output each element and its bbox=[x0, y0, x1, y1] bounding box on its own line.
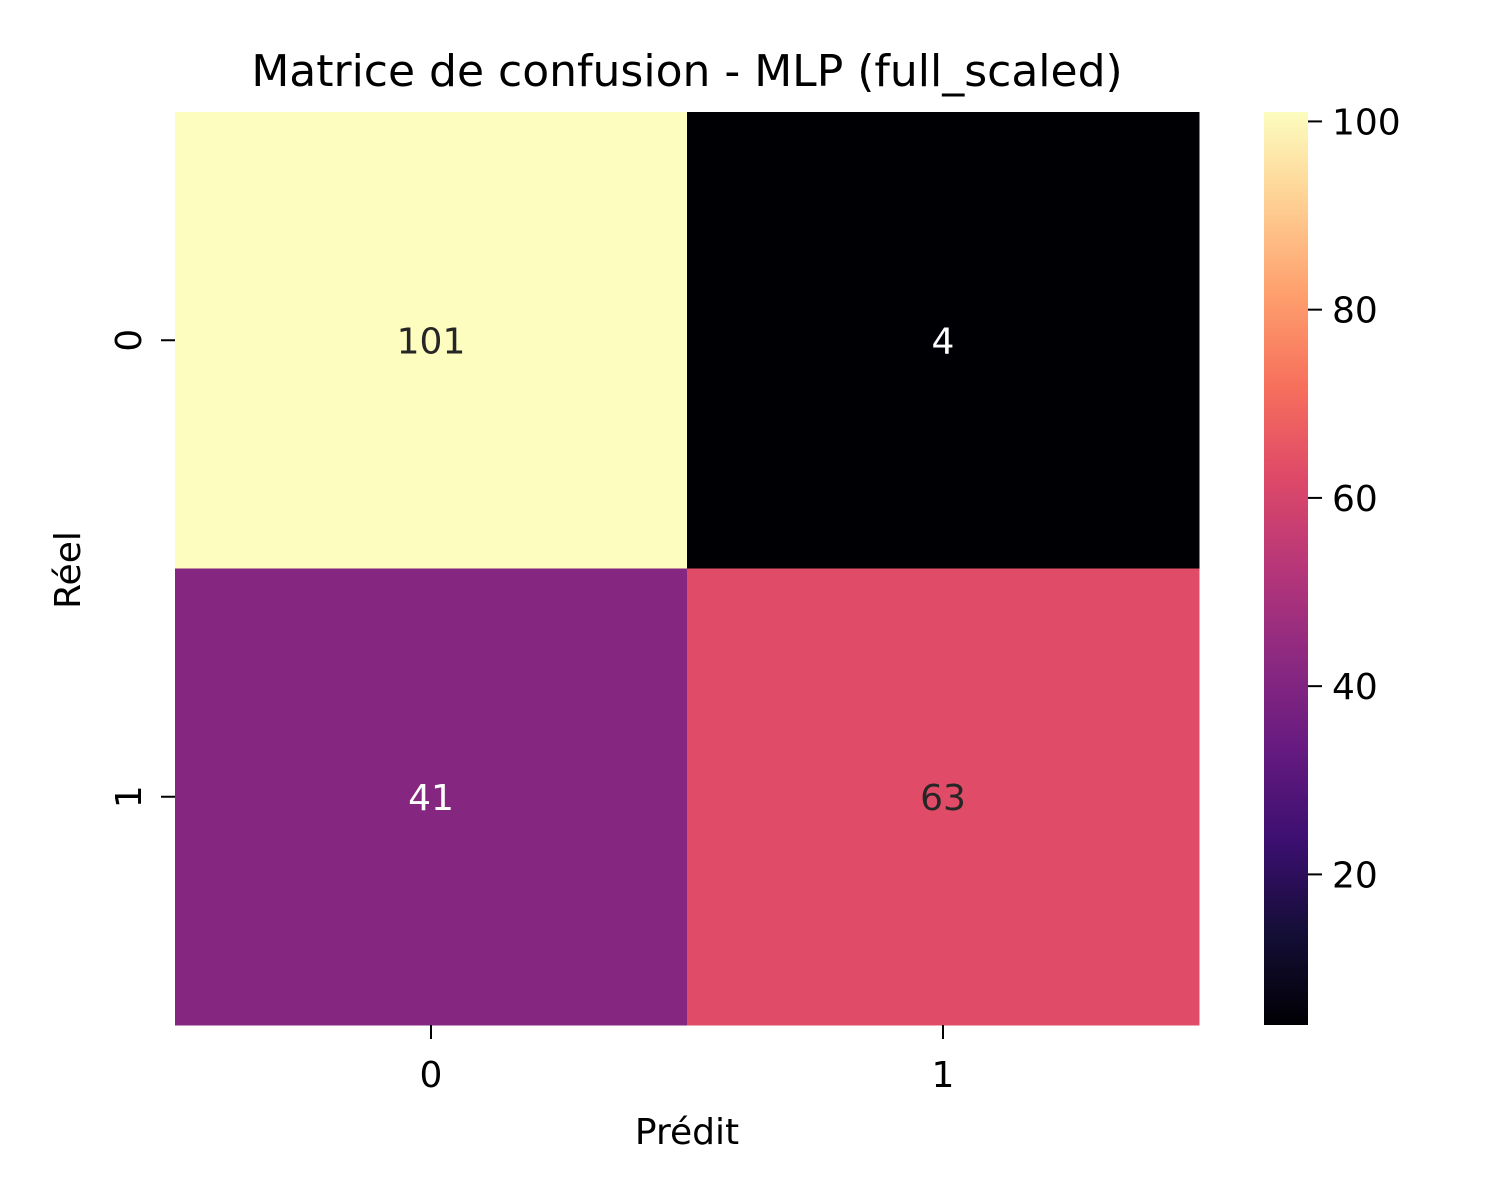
x-tick-label-0: 0 bbox=[420, 1055, 443, 1096]
colorbar-gradient bbox=[1264, 112, 1308, 1025]
chart-title: Matrice de confusion - MLP (full_scaled) bbox=[251, 46, 1122, 97]
y-tick-label-1: 1 bbox=[109, 785, 150, 808]
heatmap-cell-1-0 bbox=[175, 568, 688, 1026]
heatmap-cells bbox=[175, 112, 1200, 1026]
colorbar: 20 40 60 80 100 bbox=[1264, 102, 1401, 1025]
cell-annotation-0-0: 101 bbox=[397, 321, 466, 362]
cell-annotation-1-0: 41 bbox=[408, 778, 454, 819]
colorbar-tick-label-1: 40 bbox=[1332, 667, 1378, 708]
colorbar-tick-label-2: 60 bbox=[1332, 479, 1378, 520]
x-axis-label: Prédit bbox=[635, 1112, 739, 1153]
heatmap-cell-1-1 bbox=[687, 568, 1200, 1026]
y-axis: 01 bbox=[109, 329, 175, 808]
heatmap-cell-0-0 bbox=[175, 112, 688, 569]
y-tick-label-0: 0 bbox=[109, 329, 150, 352]
cell-annotation-0-1: 4 bbox=[932, 321, 955, 362]
colorbar-tick-label-4: 100 bbox=[1332, 102, 1401, 143]
y-axis-label: Réel bbox=[48, 531, 89, 609]
colorbar-tick-label-3: 80 bbox=[1332, 291, 1378, 332]
x-tick-label-1: 1 bbox=[932, 1055, 955, 1096]
heatmap-cell-0-1 bbox=[687, 112, 1200, 569]
heatmap-annotations: 101 4 41 63 bbox=[397, 321, 966, 819]
cell-annotation-1-1: 63 bbox=[920, 778, 966, 819]
colorbar-tick-label-0: 20 bbox=[1332, 855, 1378, 896]
